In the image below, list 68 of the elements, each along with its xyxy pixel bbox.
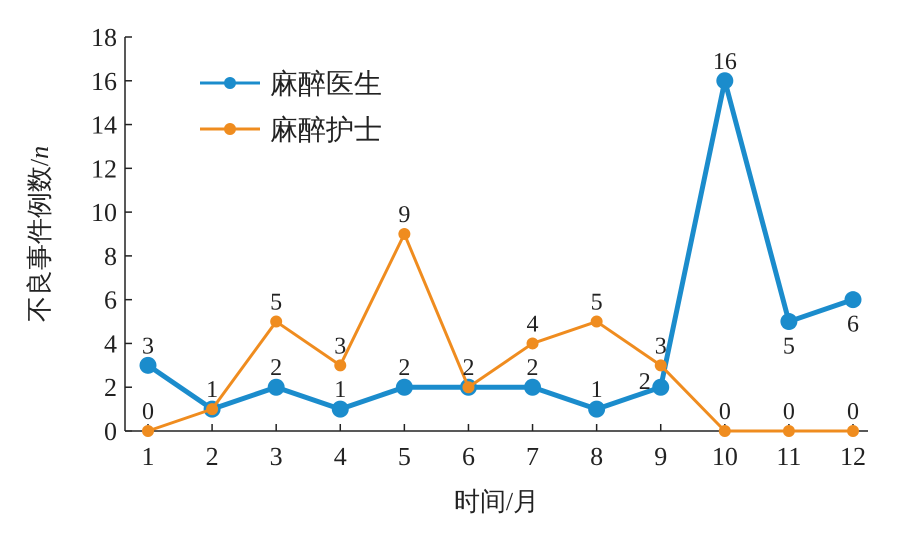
data-label: 9 (398, 202, 410, 228)
point (332, 400, 349, 418)
x-tick-label: 9 (654, 442, 668, 471)
legend-label: 麻醉护士 (270, 115, 382, 146)
point (718, 425, 731, 437)
data-label: 2 (270, 355, 282, 382)
data-label: 2 (398, 355, 410, 382)
point (398, 228, 410, 240)
point (334, 359, 346, 372)
y-tick-label: 14 (91, 110, 117, 140)
y-tick-label: 0 (104, 417, 117, 446)
y-tick-label: 6 (104, 286, 117, 315)
point (396, 378, 413, 396)
data-label: 5 (782, 334, 795, 360)
data-label: 0 (718, 399, 731, 425)
data-label: 3 (142, 333, 154, 360)
point (270, 316, 282, 328)
x-tick-label: 10 (712, 442, 738, 471)
x-tick-label: 4 (334, 442, 347, 471)
y-tick-label: 16 (91, 66, 117, 96)
y-tick-label: 10 (91, 198, 117, 228)
point (268, 378, 285, 396)
y-axis-title: 不良事件例数/n (25, 146, 54, 322)
x-tick-label: 2 (206, 442, 219, 471)
data-label: 16 (712, 48, 737, 75)
data-label: 2 (462, 355, 474, 382)
y-tick-label: 8 (104, 242, 117, 271)
x-tick-label: 12 (840, 442, 866, 471)
y-tick-label: 12 (91, 154, 117, 184)
y-tick-label: 4 (104, 329, 117, 358)
data-label: 1 (590, 377, 603, 404)
point (652, 378, 670, 396)
data-label: 0 (782, 399, 795, 425)
point (524, 378, 542, 396)
x-tick-label: 8 (590, 442, 604, 471)
point (847, 425, 859, 437)
x-axis-title: 时间/月 (454, 487, 540, 516)
data-label: 3 (654, 333, 667, 360)
data-label: 2 (638, 369, 651, 396)
point (782, 425, 795, 437)
data-label: 5 (270, 290, 282, 316)
point (526, 337, 539, 350)
legend-label: 麻醉医生 (270, 69, 382, 100)
point (588, 400, 606, 418)
point (142, 425, 154, 437)
point (590, 316, 603, 328)
data-label: 5 (590, 290, 603, 316)
y-tick-label: 2 (104, 373, 117, 402)
x-tick-label: 11 (776, 442, 802, 471)
data-label: 4 (526, 311, 539, 338)
data-label: 6 (847, 312, 859, 338)
data-label: 2 (526, 355, 539, 382)
point (780, 313, 798, 330)
point (140, 356, 156, 374)
data-label: 1 (206, 377, 218, 404)
x-tick-label: 6 (462, 442, 475, 471)
x-tick-label: 1 (142, 442, 154, 471)
x-tick-label: 3 (270, 442, 283, 471)
data-label: 0 (847, 399, 859, 425)
point (654, 359, 667, 372)
data-label: 0 (142, 399, 154, 425)
y-tick-label: 18 (91, 23, 117, 52)
point (716, 72, 734, 90)
data-label: 1 (334, 377, 346, 404)
data-label: 3 (334, 333, 346, 360)
x-tick-label: 7 (526, 442, 540, 471)
x-tick-label: 5 (398, 442, 411, 471)
point (844, 291, 862, 308)
